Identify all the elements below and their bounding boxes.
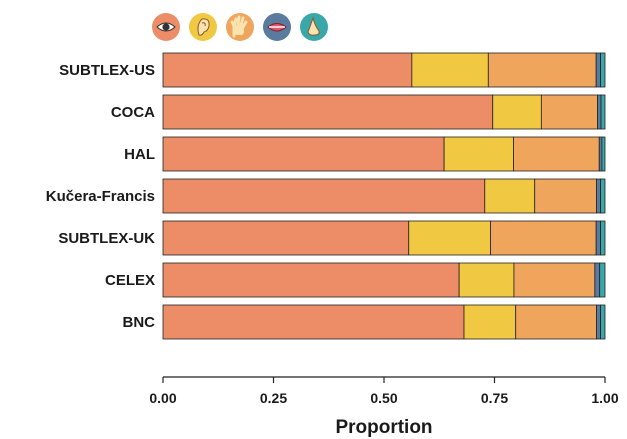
bar-mouth-4 <box>595 220 601 256</box>
bar-eye-1 <box>162 94 494 130</box>
x-tick-label: 0.50 <box>370 390 397 406</box>
x-tick-label: 0.75 <box>481 390 508 406</box>
category-label: Kučera-Francis <box>46 188 155 205</box>
category-label: SUBTLEX-US <box>59 62 155 79</box>
bar-hand-2 <box>513 136 600 172</box>
bar-eye-2 <box>162 136 445 172</box>
bar-nose-5 <box>599 262 606 298</box>
hand-icon <box>226 13 254 41</box>
nose-icon <box>300 13 328 41</box>
bar-nose-0 <box>600 52 606 88</box>
bar-nose-2 <box>601 136 606 172</box>
bar-ear-0 <box>411 52 489 88</box>
bar-hand-6 <box>515 304 598 340</box>
category-label: COCA <box>111 104 155 121</box>
x-axis: 0.00 0.25 0.50 0.75 1.00 <box>149 376 619 406</box>
category-label: HAL <box>124 146 155 163</box>
bar-nose-4 <box>600 220 606 256</box>
category-label: CELEX <box>105 272 155 289</box>
bar-mouth-1 <box>597 94 602 130</box>
x-tick-label: 0.00 <box>149 390 176 406</box>
bar-mouth-3 <box>596 178 601 214</box>
bar-eye-6 <box>162 304 465 340</box>
bars <box>162 52 606 340</box>
ear-icon <box>189 13 217 41</box>
bar-ear-1 <box>492 94 542 130</box>
x-tick-label: 0.25 <box>260 390 287 406</box>
bar-ear-6 <box>463 304 517 340</box>
legend <box>152 13 328 41</box>
bar-nose-1 <box>600 94 606 130</box>
bar-eye-4 <box>162 220 410 256</box>
bar-hand-0 <box>487 52 597 88</box>
bar-ear-3 <box>484 178 536 214</box>
bar-eye-5 <box>162 262 460 298</box>
category-labels: SUBTLEX-US COCA HAL Kučera-Francis SUBTLEX-U… <box>46 62 155 331</box>
bar-ear-5 <box>458 262 515 298</box>
bar-nose-6 <box>600 304 606 340</box>
category-label: SUBTLEX-UK <box>58 230 155 247</box>
bar-ear-4 <box>408 220 491 256</box>
bar-mouth-6 <box>596 304 601 340</box>
bar-eye-3 <box>162 178 486 214</box>
bar-mouth-5 <box>594 262 601 298</box>
bar-ear-2 <box>443 136 514 172</box>
x-axis-title: Proportion <box>335 417 432 438</box>
bar-hand-1 <box>540 94 598 130</box>
bar-mouth-0 <box>595 52 601 88</box>
category-label: BNC <box>123 314 156 331</box>
x-tick-label: 1.00 <box>591 390 618 406</box>
mouth-icon <box>263 13 291 41</box>
bar-eye-0 <box>162 52 413 88</box>
bar-nose-3 <box>600 178 606 214</box>
bar-hand-4 <box>490 220 597 256</box>
bar-hand-5 <box>513 262 596 298</box>
bar-hand-3 <box>534 178 598 214</box>
eye-icon <box>152 13 180 41</box>
